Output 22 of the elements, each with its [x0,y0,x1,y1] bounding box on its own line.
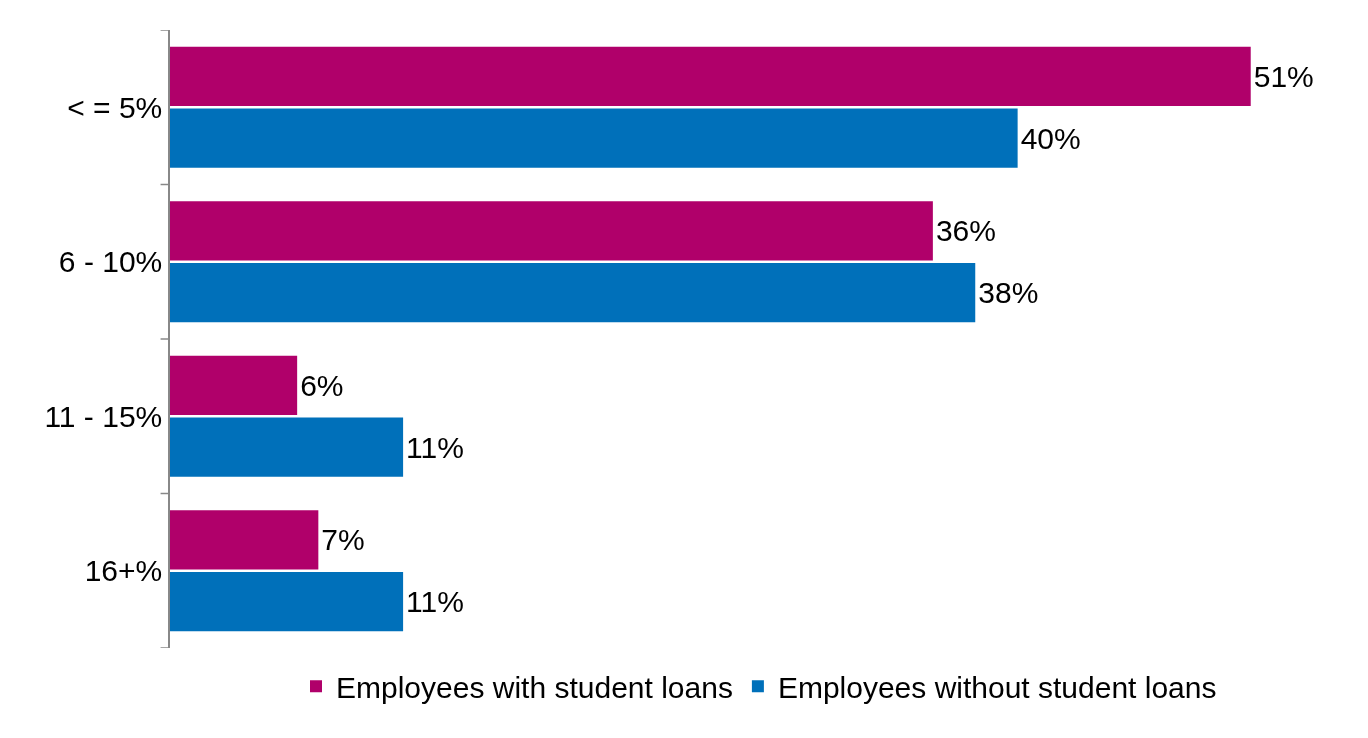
bar [170,417,404,477]
bar [170,510,319,570]
data-label: 36% [935,214,996,248]
bar [170,355,298,416]
y-tick-label: 6 - 10% [58,245,163,279]
data-label: 40% [1020,121,1081,155]
bar [170,108,1018,168]
data-label: 11% [406,585,464,619]
y-tick-label: 16+% [84,554,163,588]
bar [170,262,976,323]
bar [170,46,1251,107]
legend-label: Employees with student loans [336,671,733,705]
data-label: 7% [321,523,365,557]
data-label: 11% [406,430,464,464]
y-tick-label: < = 5% [67,90,163,124]
bar [170,571,404,632]
bar [170,201,933,261]
legend-label: Employees without student loans [777,671,1217,705]
data-label: 6% [300,368,344,402]
data-label: 38% [978,276,1039,310]
data-label: 51% [1253,59,1314,93]
y-tick-label: 11 - 15% [44,399,163,433]
